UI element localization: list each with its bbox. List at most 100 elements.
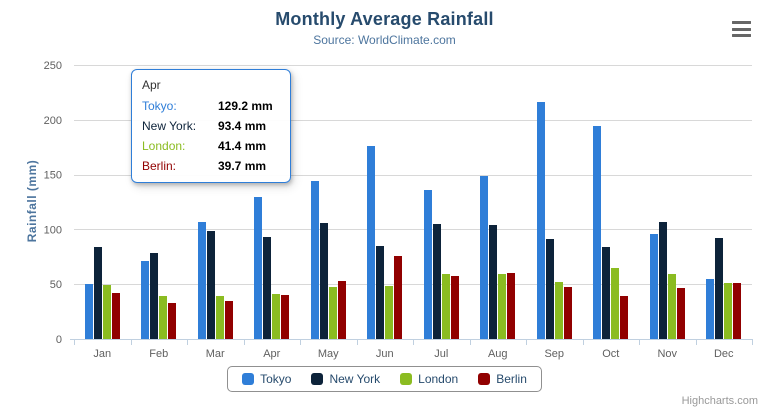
bar-london-nov[interactable] [668,274,676,339]
bar-berlin-oct[interactable] [620,296,628,339]
bar-london-jul[interactable] [442,274,450,339]
tooltip-row: Berlin: 39.7 mm [142,156,273,176]
hamburger-icon [732,34,751,37]
bar-tokyo-aug[interactable] [480,176,488,339]
bar-new-york-sep[interactable] [546,239,554,339]
bar-tokyo-dec[interactable] [706,279,714,339]
tooltip-series-name: New York: [142,118,197,133]
bar-berlin-mar[interactable] [225,301,233,339]
bar-tokyo-feb[interactable] [141,261,149,339]
bar-berlin-feb[interactable] [168,303,176,339]
chart-subtitle: Source: WorldClimate.com [313,33,456,47]
y-axis-label-100: 100 [44,224,62,236]
legend-swatch-tokyo [242,373,255,385]
bar-new-york-oct[interactable] [602,247,610,339]
bar-london-mar[interactable] [216,296,224,339]
bar-new-york-jan[interactable] [94,247,102,339]
bar-berlin-may[interactable] [338,281,346,339]
bar-berlin-aug[interactable] [507,273,515,339]
legend-item-label: London [418,372,459,386]
bar-london-may[interactable] [329,287,337,339]
bar-berlin-jun[interactable] [394,256,402,339]
x-axis-label-dec: Dec [714,348,734,360]
bar-tokyo-jan[interactable] [85,284,93,339]
tooltip-header: Apr [142,78,161,92]
bar-london-apr[interactable] [272,294,280,339]
bar-new-york-feb[interactable] [150,253,158,339]
hamburger-icon [732,21,751,24]
bar-berlin-sep[interactable] [564,287,572,339]
y-axis-label-150: 150 [44,170,62,182]
bar-tokyo-nov[interactable] [650,234,658,339]
bar-new-york-jun[interactable] [376,246,384,339]
bar-new-york-aug[interactable] [489,225,497,339]
bar-berlin-nov[interactable] [677,288,685,339]
bar-new-york-may[interactable] [320,223,328,339]
x-axis-label-feb: Feb [149,348,168,360]
legend-swatch-berlin [478,373,491,385]
hamburger-icon [732,27,751,31]
tooltip-value: 39.7 mm [218,158,267,173]
tooltip-series-name: Berlin: [142,158,177,173]
tooltip-series-name: London: [142,138,186,153]
legend-item-label: Tokyo [260,372,292,386]
bar-tokyo-mar[interactable] [198,222,206,339]
y-axis-label-200: 200 [44,115,62,127]
bar-london-aug[interactable] [498,274,506,339]
bar-london-oct[interactable] [611,268,619,339]
x-axis-label-sep: Sep [544,348,564,360]
tooltip-value: 41.4 mm [218,138,267,153]
legend-item-label: Berlin [496,372,527,386]
x-axis-label-jul: Jul [434,348,448,360]
y-axis-label-0: 0 [56,334,62,346]
bar-london-feb[interactable] [159,296,167,339]
y-axis-label-50: 50 [50,279,62,291]
legend-item-new-york[interactable]: New York [311,372,380,386]
bar-berlin-dec[interactable] [733,283,741,339]
bar-berlin-apr[interactable] [281,295,289,339]
legend-item-london[interactable]: London [400,372,458,386]
tooltip-value: 93.4 mm [218,118,267,133]
x-axis-label-oct: Oct [602,348,619,360]
tooltip: Apr Tokyo: 129.2 mm New York: 93.4 mm London… [131,69,291,183]
legend-box: Tokyo New York London Berlin [227,366,542,392]
legend: Tokyo New York London Berlin [0,366,769,392]
x-axis-label-aug: Aug [488,348,508,360]
x-axis-label-apr: Apr [263,348,280,360]
bar-tokyo-apr[interactable] [254,197,262,339]
bar-new-york-dec[interactable] [715,238,723,339]
bar-berlin-jul[interactable] [451,276,459,339]
bar-new-york-nov[interactable] [659,222,667,339]
bar-london-sep[interactable] [555,282,563,339]
bar-new-york-jul[interactable] [433,224,441,339]
legend-item-tokyo[interactable]: Tokyo [242,372,291,386]
x-axis-label-mar: Mar [206,348,225,360]
tooltip-value: 129.2 mm [218,98,273,113]
bar-london-jan[interactable] [103,285,111,339]
export-menu-button[interactable] [729,18,755,40]
legend-item-berlin[interactable]: Berlin [478,372,527,386]
bar-tokyo-oct[interactable] [593,126,601,339]
bar-london-jun[interactable] [385,286,393,339]
bar-berlin-jan[interactable] [112,293,120,339]
legend-swatch-london [400,373,413,385]
chart-title: Monthly Average Rainfall [275,9,494,29]
legend-swatch-new-york [311,373,324,385]
bar-tokyo-jul[interactable] [424,190,432,339]
credits-link[interactable]: Highcharts.com [681,395,758,407]
tooltip-table: Tokyo: 129.2 mm New York: 93.4 mm London: 41.… [142,96,273,176]
bar-tokyo-jun[interactable] [367,146,375,339]
bar-london-dec[interactable] [724,283,732,339]
x-axis-label-jun: Jun [376,348,394,360]
tooltip-row: London: 41.4 mm [142,136,273,156]
bar-tokyo-sep[interactable] [537,102,545,339]
x-axis-label-nov: Nov [657,348,677,360]
bar-new-york-mar[interactable] [207,231,215,339]
bar-tokyo-may[interactable] [311,181,319,339]
tooltip-series-name: Tokyo: [142,98,177,113]
x-axis-label-jan: Jan [93,348,111,360]
tooltip-row: Tokyo: 129.2 mm [142,96,273,116]
bar-new-york-apr[interactable] [263,237,271,339]
